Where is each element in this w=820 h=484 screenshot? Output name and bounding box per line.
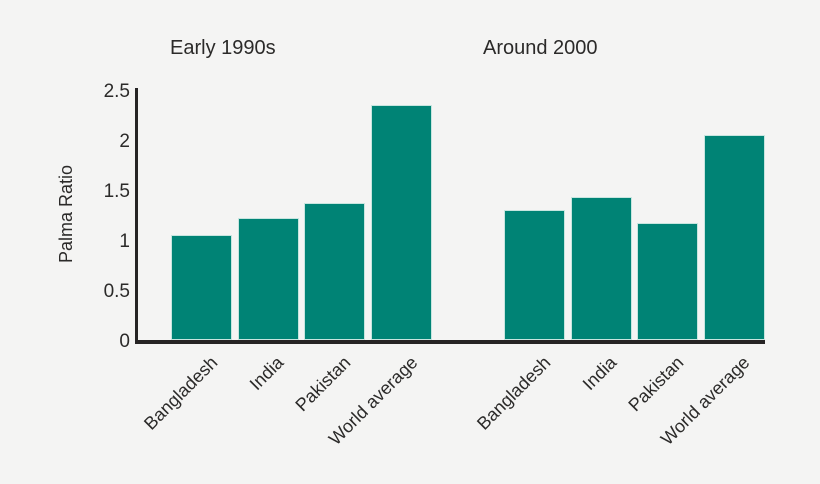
y-tick-label: 2 — [119, 131, 130, 152]
y-tick-label: 1.5 — [103, 181, 130, 202]
bar-world-average — [371, 105, 433, 340]
panel-title: Early 1990s — [170, 37, 276, 59]
bar-india — [237, 218, 299, 340]
panel-title: Around 2000 — [483, 37, 598, 59]
bar-world-average — [703, 135, 765, 340]
bar-pakistan — [304, 203, 366, 340]
y-tick-label: 2.5 — [103, 81, 130, 102]
y-tick-label: 1 — [119, 231, 130, 252]
bar-india — [570, 197, 632, 340]
bar-bangladesh — [504, 210, 565, 340]
x-axis-line — [135, 340, 765, 344]
y-axis-title: Palma Ratio — [56, 164, 76, 264]
bar-pakistan — [637, 223, 698, 340]
y-tick-label: 0 — [119, 331, 130, 352]
bar-bangladesh — [171, 235, 232, 340]
y-tick-label: 0.5 — [103, 281, 130, 302]
y-axis-line — [135, 88, 138, 344]
